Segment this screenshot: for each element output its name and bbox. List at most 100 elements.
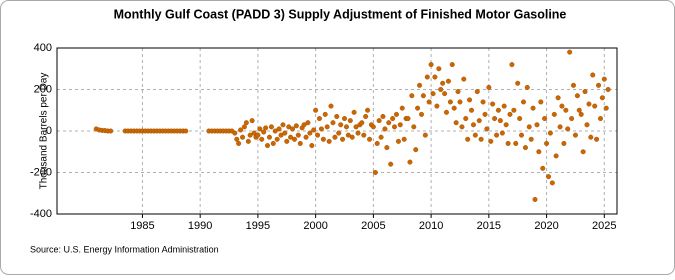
point xyxy=(470,122,476,128)
point xyxy=(542,116,548,122)
point xyxy=(361,132,367,138)
point xyxy=(480,99,486,105)
point xyxy=(603,105,609,111)
point xyxy=(413,147,419,153)
point xyxy=(549,180,555,186)
point xyxy=(597,116,603,122)
point xyxy=(399,105,405,111)
point xyxy=(405,116,411,122)
point xyxy=(247,132,253,138)
point xyxy=(270,140,276,146)
source-note: Source: U.S. Energy Information Administ… xyxy=(30,244,219,254)
point xyxy=(318,126,324,132)
point xyxy=(449,62,455,68)
point xyxy=(367,136,373,142)
point xyxy=(288,134,294,140)
point xyxy=(574,93,580,99)
point xyxy=(445,78,451,84)
point xyxy=(559,103,565,109)
plot-frame xyxy=(56,47,618,215)
point xyxy=(419,111,425,117)
point xyxy=(519,132,525,138)
point xyxy=(442,91,448,97)
point xyxy=(388,161,394,167)
point xyxy=(378,134,384,140)
point xyxy=(451,105,457,111)
point xyxy=(261,129,267,135)
point xyxy=(370,124,376,130)
point xyxy=(307,130,313,136)
point xyxy=(417,82,423,88)
x-tick-label: 1985 xyxy=(130,220,154,232)
point xyxy=(380,113,386,119)
point xyxy=(336,130,342,136)
point xyxy=(495,107,501,113)
point xyxy=(240,134,246,140)
point xyxy=(353,124,359,130)
point xyxy=(474,89,480,95)
point xyxy=(540,165,546,171)
point xyxy=(484,126,490,132)
point xyxy=(528,136,534,142)
point xyxy=(459,124,465,130)
point xyxy=(322,111,328,117)
point xyxy=(538,99,544,105)
point xyxy=(284,138,290,144)
point xyxy=(293,123,299,129)
point xyxy=(430,91,436,97)
point xyxy=(255,132,261,138)
point xyxy=(234,136,240,142)
point xyxy=(376,118,382,124)
point xyxy=(374,140,380,146)
point xyxy=(467,97,473,103)
point xyxy=(280,122,286,128)
point xyxy=(232,130,238,136)
x-tick-label: 2005 xyxy=(361,220,385,232)
point xyxy=(565,126,571,132)
point xyxy=(524,84,530,90)
point xyxy=(478,136,484,142)
point xyxy=(257,126,263,132)
point xyxy=(482,111,488,117)
point xyxy=(530,105,536,111)
point xyxy=(263,125,269,131)
point xyxy=(426,99,432,105)
point xyxy=(305,120,311,126)
point xyxy=(395,138,401,144)
point xyxy=(436,66,442,72)
point xyxy=(415,105,421,111)
y-tick-label: -200 xyxy=(30,166,52,178)
point xyxy=(453,120,459,126)
point xyxy=(245,138,251,144)
point xyxy=(567,49,573,55)
point xyxy=(522,145,528,151)
point xyxy=(432,74,438,80)
point xyxy=(359,120,365,126)
point xyxy=(384,145,390,151)
y-tick-label: 200 xyxy=(34,83,52,95)
point xyxy=(490,101,496,107)
point xyxy=(457,99,463,105)
point xyxy=(572,132,578,138)
point xyxy=(532,196,538,202)
point xyxy=(511,107,517,113)
point xyxy=(596,82,602,88)
point xyxy=(236,140,242,146)
point xyxy=(507,111,513,117)
point xyxy=(386,120,392,126)
x-tick-label: 2025 xyxy=(592,220,616,232)
point xyxy=(551,111,557,117)
point xyxy=(588,134,594,140)
point xyxy=(553,153,559,159)
chart-title: Monthly Gulf Coast (PADD 3) Supply Adjus… xyxy=(114,7,567,21)
point xyxy=(509,62,515,68)
point xyxy=(547,130,553,136)
point xyxy=(476,118,482,124)
point xyxy=(557,124,563,130)
point xyxy=(286,124,292,130)
point xyxy=(517,116,523,122)
x-tick-label: 2000 xyxy=(303,220,327,232)
point xyxy=(563,107,569,113)
point xyxy=(513,140,519,146)
